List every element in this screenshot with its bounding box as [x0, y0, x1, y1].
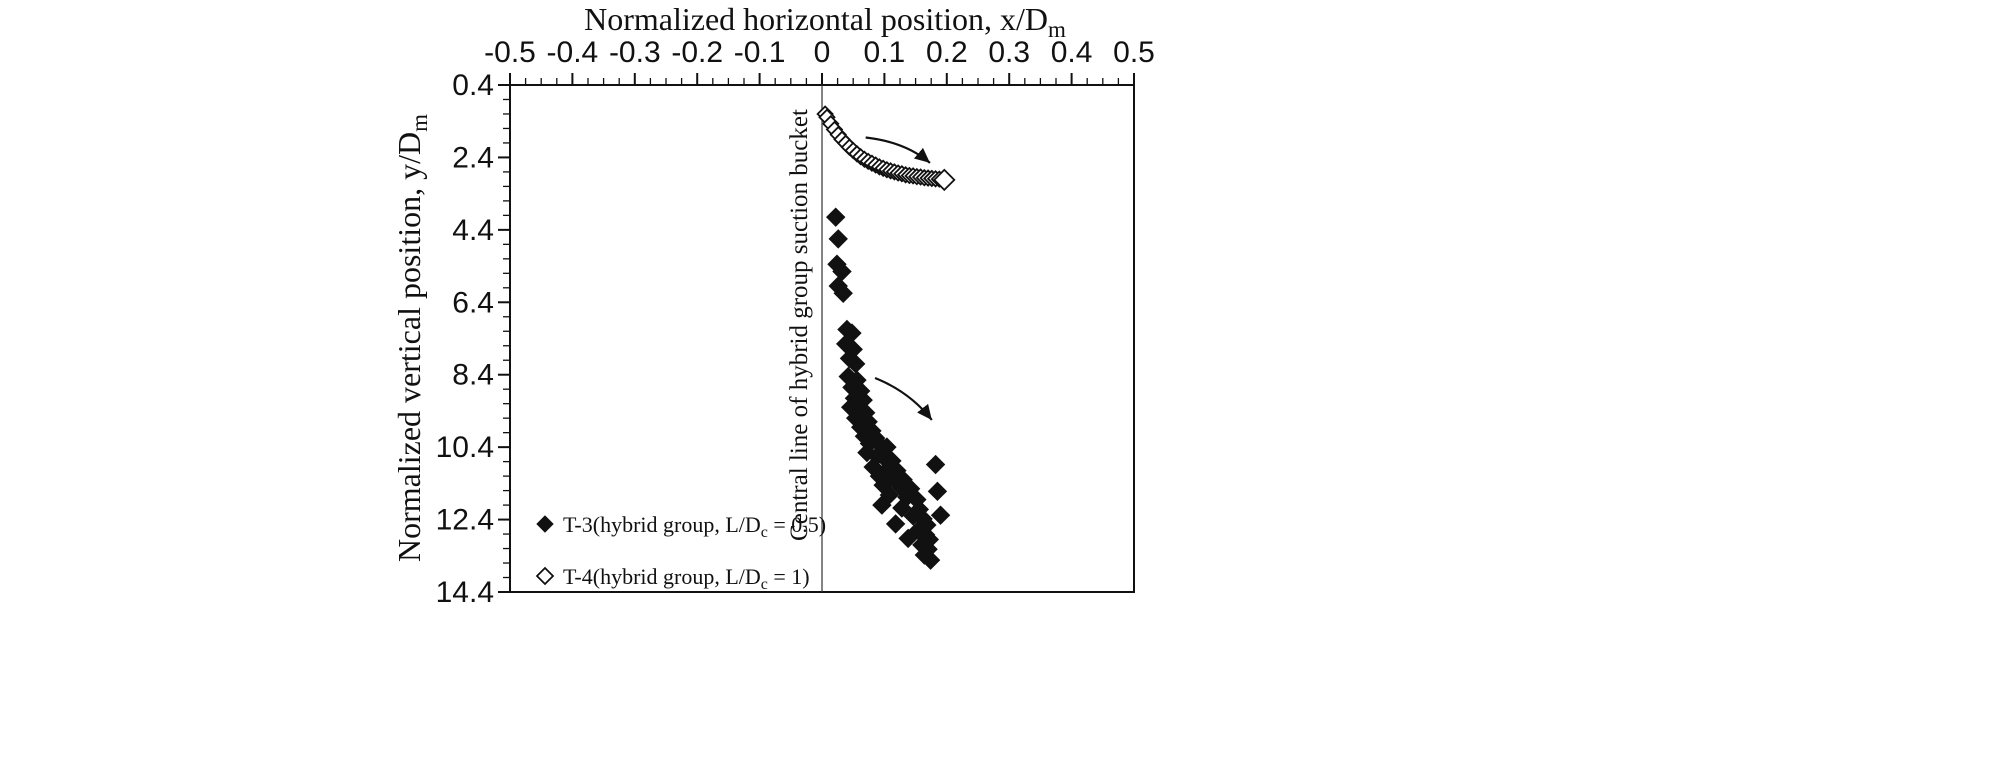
y-tick-label: 6.4 [452, 286, 494, 319]
x-tick-label: 0.3 [988, 36, 1030, 69]
x-tick-label: 0.2 [926, 36, 968, 69]
y-tick-label: 12.4 [436, 504, 494, 537]
data-point [925, 454, 946, 475]
y-tick-label: 8.4 [452, 359, 494, 392]
x-tick-label: 0 [814, 36, 831, 69]
y-tick-label: 14.4 [436, 576, 494, 609]
legend-label-t4: T-4(hybrid group, L/Dc = 1) [563, 564, 810, 593]
data-point [885, 514, 906, 534]
data-point [828, 229, 848, 249]
direction-arrow [874, 376, 933, 421]
y-tick-label: 10.4 [436, 431, 494, 464]
y-tick-label: 0.4 [452, 69, 494, 102]
legend-markers [535, 515, 555, 586]
y-tick-label: 2.4 [452, 141, 494, 174]
direction-arrow [865, 136, 931, 164]
x-tick-label: 0.5 [1113, 36, 1155, 69]
x-tick-label: 0.4 [1051, 36, 1093, 69]
x-tick-label: -0.3 [609, 36, 661, 69]
data-point [927, 481, 948, 502]
data-point [933, 168, 956, 192]
legend: T-3(hybrid group, L/Dc = 0.5) T-4(hybrid… [535, 512, 826, 593]
data-point [826, 207, 846, 227]
legend-marker-t3 [536, 515, 554, 533]
x-tick-label: 0.1 [864, 36, 906, 69]
center-line-label: Central line of hybrid group suction buc… [786, 109, 813, 541]
data-point [930, 505, 951, 525]
data-point [872, 495, 892, 515]
legend-label-t3: T-3(hybrid group, L/Dc = 0.5) [563, 512, 826, 541]
series-t3 [826, 207, 951, 570]
data-point [833, 283, 853, 303]
x-tick-label: -0.2 [671, 36, 723, 69]
y-axis-title: Normalized vertical position, y/Dm [391, 114, 432, 562]
x-tick-label: -0.4 [547, 36, 599, 69]
data-point [920, 550, 941, 570]
legend-marker-t4 [535, 566, 555, 586]
y-tick-label: 4.4 [452, 214, 494, 247]
data-point [892, 498, 912, 518]
x-axis-title: Normalized horizontal position, x/Dm [584, 1, 1066, 42]
x-tick-label: -0.1 [734, 36, 786, 69]
series-t4 [816, 105, 956, 192]
plot-area: -0.5 -0.4 -0.3 -0.2 -0.1 0 0.1 0.2 0.3 0.4 0.5 0.4 2… [436, 36, 1155, 609]
x-tick-label: -0.5 [484, 36, 536, 69]
data-point [898, 528, 918, 549]
